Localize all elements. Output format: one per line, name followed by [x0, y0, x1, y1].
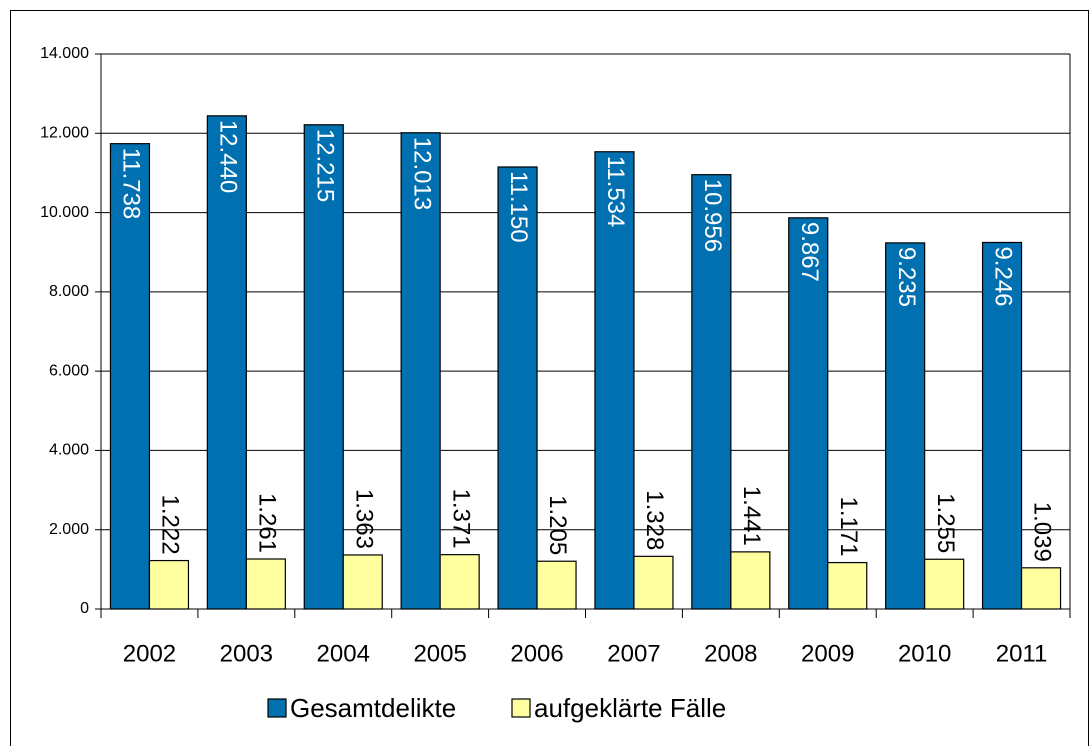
value-label: 1.363	[350, 489, 377, 549]
x-tick-label: 2002	[123, 640, 176, 667]
value-label: 11.534	[602, 156, 629, 228]
value-label: 1.171	[835, 497, 862, 557]
y-tick-label: 2.000	[49, 521, 89, 538]
legend-label: aufgeklärte Fälle	[534, 693, 726, 723]
bar	[439, 554, 480, 610]
bar	[303, 124, 344, 610]
value-label: 1.205	[544, 495, 571, 555]
value-label: 1.371	[447, 489, 474, 549]
y-tick-label: 6.000	[49, 362, 89, 379]
bar	[730, 551, 771, 610]
legend-swatch	[267, 698, 287, 718]
bar	[594, 151, 635, 610]
y-tick-label: 4.000	[49, 442, 89, 459]
value-label: 1.328	[641, 490, 668, 550]
legend-swatch	[511, 698, 531, 718]
bar	[148, 559, 190, 610]
value-label: 1.261	[254, 493, 281, 553]
x-tick-label: 2008	[704, 640, 757, 667]
value-label: 1.255	[932, 493, 959, 553]
value-label: 1.222	[157, 494, 184, 554]
bar	[827, 561, 868, 610]
x-tick-label: 2009	[801, 640, 854, 667]
y-tick-label: 12.000	[40, 125, 89, 142]
x-tick-label: 2011	[996, 640, 1048, 667]
value-label: 1.039	[1029, 502, 1056, 562]
bar	[981, 241, 1023, 610]
value-label: 1.441	[738, 486, 765, 546]
legend-label: Gesamtdelikte	[290, 693, 456, 723]
bar	[924, 558, 965, 610]
x-tick-label: 2007	[607, 640, 660, 667]
bar	[633, 555, 674, 610]
x-tick-label: 2006	[510, 640, 563, 667]
x-tick-label: 2010	[898, 640, 951, 667]
bar	[497, 166, 538, 610]
value-label: 9.235	[893, 247, 920, 307]
value-label: 9.867	[796, 222, 823, 282]
x-tick-label: 2003	[220, 640, 273, 667]
bar	[536, 560, 577, 610]
bar	[109, 143, 151, 610]
bar	[1020, 567, 1062, 610]
y-tick-label: 14.000	[40, 45, 89, 62]
bar	[206, 115, 247, 610]
value-label: 11.738	[118, 148, 145, 220]
x-tick-label: 2005	[413, 640, 466, 667]
value-label: 9.246	[990, 246, 1017, 306]
value-label: 11.150	[505, 171, 532, 243]
value-label: 12.215	[311, 129, 338, 202]
x-tick-label: 2004	[317, 640, 370, 667]
y-tick-label: 10.000	[40, 204, 89, 221]
bar	[885, 242, 926, 610]
bar	[245, 558, 286, 610]
value-label: 10.956	[699, 179, 726, 252]
y-tick-label: 0	[80, 600, 89, 617]
bar	[342, 554, 383, 610]
y-tick-label: 8.000	[49, 283, 89, 300]
value-label: 12.013	[408, 137, 435, 210]
bar	[400, 132, 441, 610]
value-label: 12.440	[215, 120, 242, 193]
bar	[788, 217, 829, 610]
bar	[691, 174, 732, 610]
